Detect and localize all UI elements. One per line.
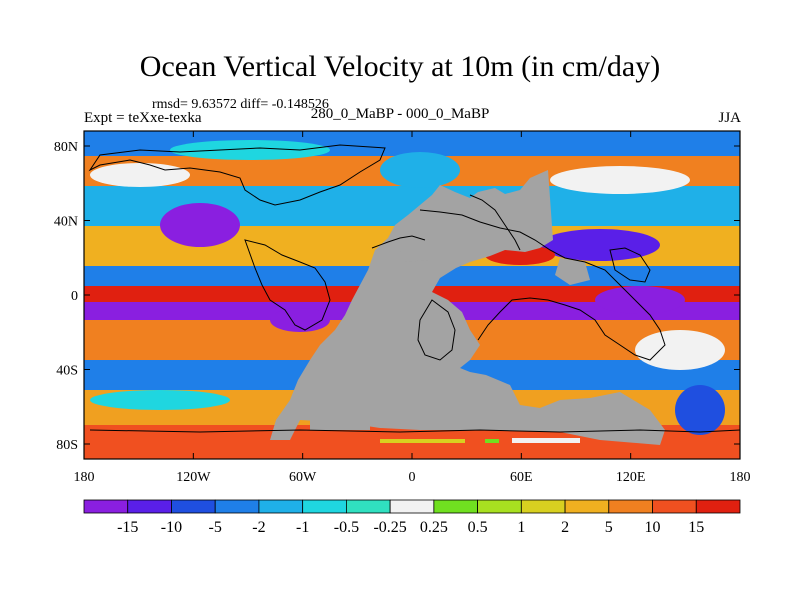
colorbar-swatch [345, 499, 391, 514]
colorbar-label: 15 [688, 519, 704, 536]
patch [675, 385, 725, 435]
colorbar-label: -1 [296, 519, 309, 536]
season-label: JJA [718, 110, 741, 126]
colorbar-label: 5 [605, 519, 613, 536]
map-field [84, 131, 740, 459]
lat-tick-label: 80S [56, 438, 78, 453]
colorbar-swatch [652, 499, 697, 514]
strip-white [512, 438, 580, 443]
colorbar-swatch [389, 499, 435, 514]
colorbar-swatch [477, 499, 522, 514]
colorbar-label: 2 [561, 519, 569, 536]
land-pangaea [270, 170, 665, 445]
longitude-axis: 180 120W 60W 0 60E 120E 180 [74, 131, 751, 485]
stats-label: rmsd= 9.63572 diff= -0.148526 [152, 97, 329, 112]
comparison-label: 280_0_MaBP - 000_0_MaBP [310, 106, 490, 122]
patch [550, 166, 690, 194]
colorbar-label: -5 [209, 519, 222, 536]
colorbar-label: -0.25 [373, 519, 406, 536]
colorbar-swatch [214, 499, 260, 514]
coastlines [88, 144, 740, 433]
colorbar-labels: -15 -10 -5 -2 -1 -0.5 -0.25 0.25 0.5 1 2 5 10 15 [117, 519, 704, 536]
colorbar-swatch [695, 499, 741, 514]
strip-yellow [380, 439, 465, 443]
land-asia-piece [555, 258, 590, 285]
colorbar-swatch [258, 499, 304, 514]
lon-tick-label: 180 [730, 470, 751, 485]
colorbar-label: 10 [645, 519, 661, 536]
colorbar-swatch [171, 499, 216, 514]
colorbar-swatch [608, 499, 653, 514]
lon-tick-label: 120W [176, 470, 211, 485]
lon-tick-label: 180 [74, 470, 95, 485]
strip-green [485, 439, 499, 443]
colorbar [83, 499, 741, 514]
patch [170, 140, 330, 160]
land-arctic [395, 232, 430, 262]
colorbar-swatch [127, 499, 172, 514]
lon-tick-label: 60W [289, 470, 317, 485]
lat-tick-label: 40N [54, 215, 78, 230]
colorbar-swatch [564, 499, 610, 514]
colorbar-label: -10 [161, 519, 182, 536]
lat-tick-label: 40S [56, 364, 78, 379]
lat-tick-label: 80N [54, 140, 78, 155]
lon-tick-label: 120E [616, 470, 646, 485]
lat-tick-label: 0 [71, 289, 78, 304]
patch [540, 229, 660, 261]
patch [380, 152, 460, 188]
patch [90, 163, 190, 187]
lon-tick-label: 60E [510, 470, 533, 485]
patch [595, 286, 685, 314]
colorbar-label: 0.5 [468, 519, 488, 536]
colorbar-label: 0.25 [420, 519, 448, 536]
land-south-block [310, 400, 370, 430]
colorbar-swatch [302, 499, 347, 514]
colorbar-swatch [433, 499, 479, 514]
lon-tick-label: 0 [409, 470, 416, 485]
experiment-label: Expt = teXxe-texka [84, 110, 202, 126]
colorbar-swatch [83, 499, 129, 514]
chart-title: Ocean Vertical Velocity at 10m (in cm/da… [139, 50, 661, 83]
colorbar-label: -2 [252, 519, 265, 536]
colorbar-label: 1 [517, 519, 525, 536]
colorbar-label: -0.5 [334, 519, 359, 536]
colorbar-label: -15 [117, 519, 138, 536]
patch [635, 330, 725, 370]
patch [90, 390, 230, 410]
latitude-axis: 80N 40N 0 40S 80S [54, 140, 740, 453]
patch [160, 203, 240, 247]
patch [270, 308, 330, 332]
colorbar-swatch [520, 499, 566, 514]
